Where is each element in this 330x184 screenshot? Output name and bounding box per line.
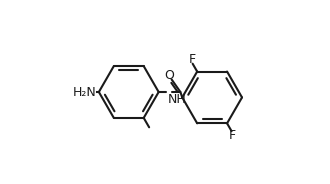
Text: NH: NH bbox=[167, 93, 186, 107]
Text: F: F bbox=[229, 129, 236, 142]
Text: O: O bbox=[164, 69, 174, 82]
Text: H₂N: H₂N bbox=[73, 86, 97, 98]
Text: F: F bbox=[189, 53, 196, 66]
